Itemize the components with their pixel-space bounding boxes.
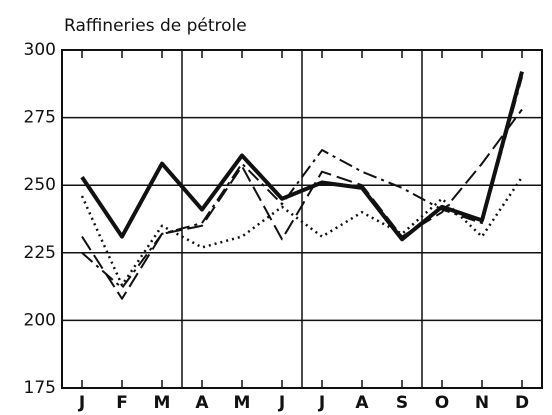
series-line: [81, 108, 523, 300]
y-tick-label: 275: [24, 108, 56, 128]
x-tick-label: M: [234, 393, 251, 413]
y-tick-label: 225: [24, 243, 56, 263]
x-tick-label: J: [318, 393, 325, 413]
y-tick-label: 250: [24, 175, 56, 195]
x-tick-label: F: [116, 393, 128, 413]
series-line: [80, 71, 524, 242]
x-tick-label: O: [435, 393, 449, 413]
x-tick-label: S: [396, 393, 408, 413]
x-tick-label: M: [154, 393, 171, 413]
x-tick-label: N: [475, 393, 489, 413]
x-tick-label: A: [195, 393, 209, 413]
y-tick-label: 300: [24, 40, 56, 60]
x-tick-label: A: [355, 393, 369, 413]
y-tick-label: 200: [24, 310, 56, 330]
x-tick-label: J: [278, 393, 285, 413]
chart-title: Raffineries de pétrole: [64, 16, 247, 36]
x-tick-label: D: [515, 393, 529, 413]
x-tick-label: J: [78, 393, 85, 413]
series-line: [80, 176, 524, 287]
y-tick-label: 175: [24, 378, 56, 398]
